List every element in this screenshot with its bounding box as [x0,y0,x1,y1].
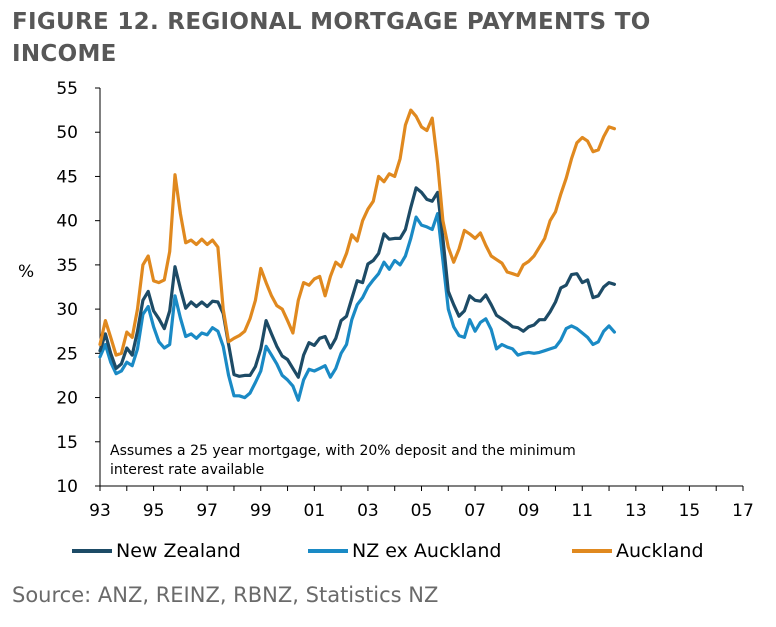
y-tick-label: 20 [56,389,78,409]
x-tick-label: 99 [250,501,272,521]
x-tick-label: 01 [304,501,326,521]
x-tick-label: 17 [732,501,754,521]
legend-swatch-auckland [572,549,612,553]
y-tick-label: 50 [56,123,78,143]
axes: 10 15 20 25 30 35 40 45 50 55 93 95 97 99 01 03 05 07 09 11… [56,79,753,521]
legend-label-nz-ex-auckland: NZ ex Auckland [352,540,502,562]
legend-label-new-zealand: New Zealand [116,540,241,562]
y-tick-label: 45 [56,167,78,187]
x-tick-label: 03 [357,501,379,521]
x-tick-label: 15 [679,501,701,521]
source-note: Source: ANZ, REINZ, RBNZ, Statistics NZ [12,583,439,607]
series-line-auckland [98,108,616,357]
legend-label-auckland: Auckland [616,540,704,562]
legend-swatch-new-zealand [72,549,112,553]
x-tick-label: 97 [196,501,218,521]
legend-swatch-nz-ex-auckland [308,549,348,553]
x-tick-label: 05 [411,501,433,521]
y-tick-label: 15 [56,433,78,453]
x-tick-label: 07 [464,501,486,521]
legend-item-nz-ex-auckland: NZ ex Auckland [308,538,501,564]
annotation-line-1: Assumes a 25 year mortgage, with 20% dep… [110,443,576,459]
annotation-line-2: interest rate available [110,462,264,478]
y-tick-label: 40 [56,212,78,232]
y-tick-label: 55 [56,79,78,99]
legend-item-auckland: Auckland [572,538,704,564]
x-tick-label: 09 [518,501,540,521]
y-tick-label: 35 [56,256,78,276]
chart-title: FIGURE 12. REGIONAL MORTGAGE PAYMENTS TO… [12,9,651,67]
series-line-new-zealand [98,186,616,379]
y-tick-label: 10 [56,477,78,497]
x-tick-label: 95 [143,501,165,521]
x-tick-label: 11 [571,501,593,521]
y-axis-unit-label: % [18,262,34,282]
y-tick-label: 30 [56,300,78,320]
series-lines [98,108,616,402]
x-tick-label: 13 [625,501,647,521]
series-line-nz-ex-auckland [98,212,616,402]
y-tick-label: 25 [56,344,78,364]
legend: New Zealand NZ ex Auckland Auckland [72,538,752,564]
legend-item-new-zealand: New Zealand [72,538,241,564]
x-tick-label: 93 [89,501,111,521]
